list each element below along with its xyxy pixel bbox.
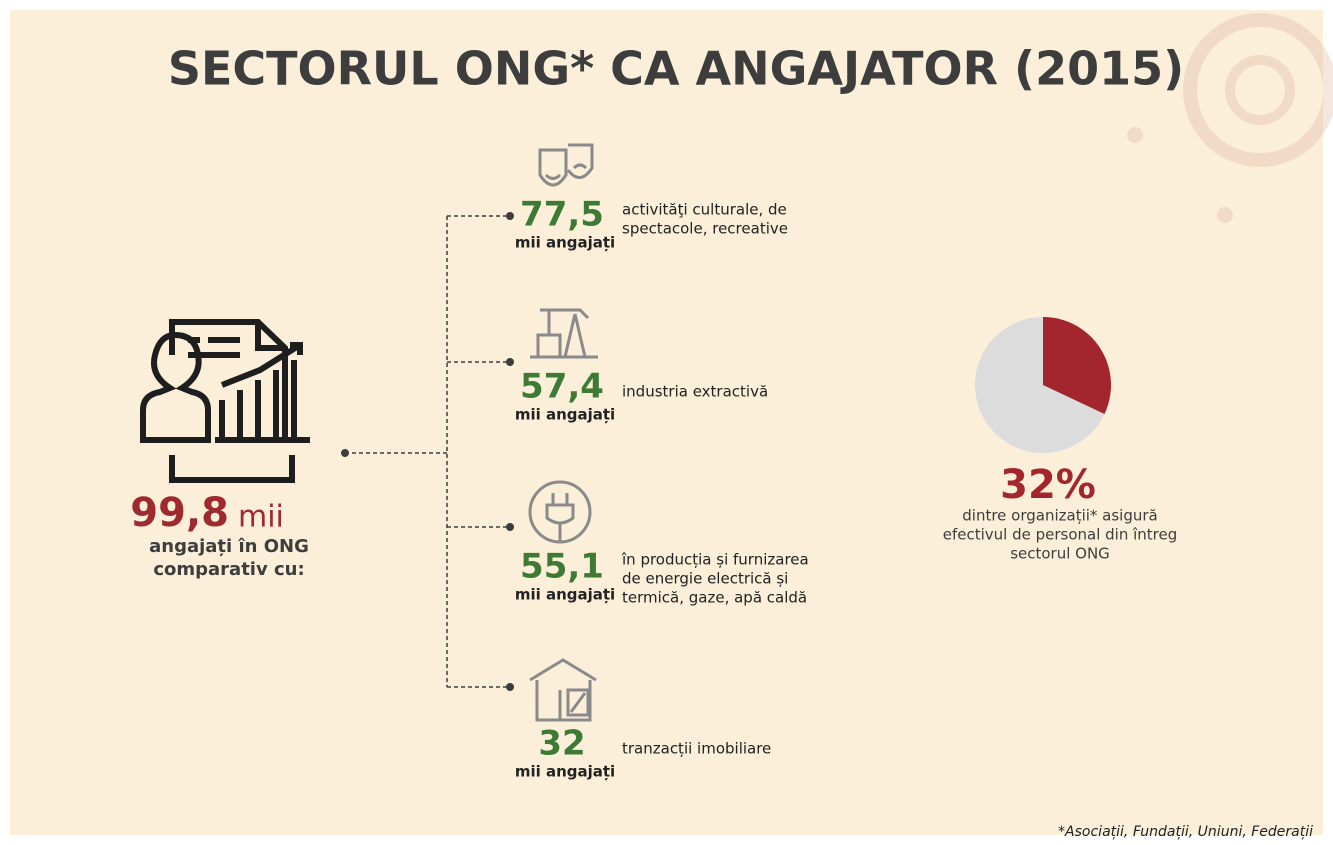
pie-wedge — [1043, 317, 1111, 414]
item-unit: mii angajați — [515, 586, 615, 604]
connector-dots — [341, 212, 514, 691]
item-description: termică, gaze, apă caldă — [622, 589, 807, 607]
item-unit: mii angajați — [515, 406, 615, 424]
pie-line: sectorul ONG — [1010, 545, 1110, 563]
pie — [975, 317, 1111, 453]
main-line: comparativ cu: — [153, 559, 304, 580]
item-value: 55,1 — [520, 547, 604, 587]
main-unit: mii — [238, 500, 284, 535]
main-icon — [140, 319, 310, 483]
item-description: spectacole, recreative — [622, 220, 788, 238]
item-description: în producția și furnizarea — [621, 551, 809, 569]
item-value: 57,4 — [520, 367, 604, 407]
item-unit: mii angajați — [515, 763, 615, 781]
background — [10, 10, 1323, 835]
decoration — [1127, 13, 1333, 223]
item-description: de energie electrică și — [622, 570, 788, 588]
title: SECTORUL ONG* CA ANGAJATOR (2015) — [168, 42, 1184, 96]
item-description: activităţi culturale, de — [622, 201, 787, 219]
item-unit: mii angajați — [515, 234, 615, 252]
item-icon — [528, 143, 598, 722]
item-value: 77,5 — [520, 195, 604, 235]
item-description: tranzacții imobiliare — [622, 740, 771, 758]
main-value: 99,8 — [130, 490, 229, 536]
connectors — [345, 215, 510, 688]
pie-line: efectivul de personal din întreg — [943, 526, 1178, 544]
pie-line: dintre organizații* asigură — [962, 507, 1158, 525]
main-line: angajați în ONG — [149, 536, 309, 557]
pie-label: 32% — [1000, 462, 1096, 508]
item-description: industria extractivă — [622, 383, 768, 401]
footnote: *Asociații, Fundații, Uniuni, Federații — [1058, 824, 1313, 840]
item-value: 32 — [538, 724, 585, 764]
